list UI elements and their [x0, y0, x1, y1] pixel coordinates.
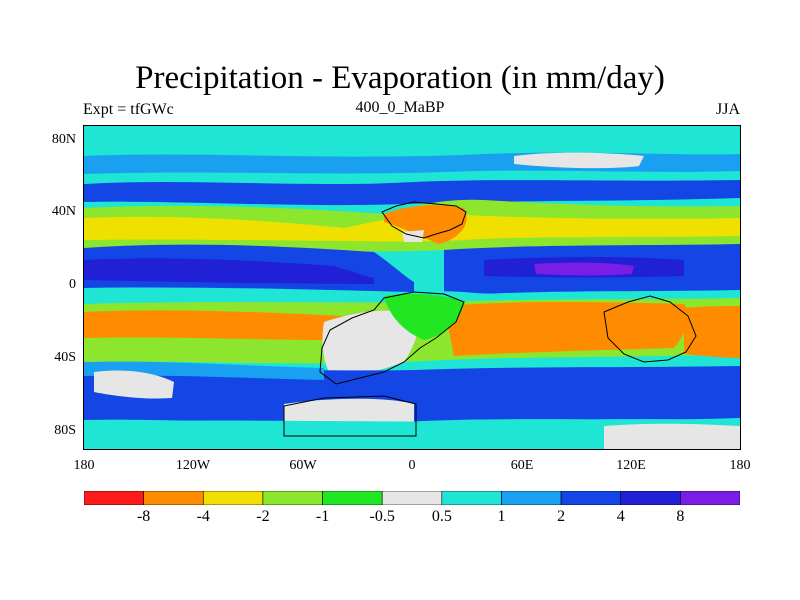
colorbar-label: 8 [676, 508, 685, 525]
lon-tick-label: 60W [289, 458, 317, 473]
lon-tick-label: 0 [408, 458, 416, 473]
colorbar-label: -8 [136, 508, 151, 525]
colorbar-swatch [143, 490, 204, 506]
map-title: Precipitation - Evaporation (in mm/day) [135, 60, 665, 96]
lat-tick-label: 80S [54, 423, 76, 438]
coastline-south [319, 291, 465, 385]
colorbar-swatch [262, 490, 323, 506]
colorbar-swatch [202, 490, 264, 506]
colorbar-label: -4 [196, 508, 210, 525]
colorbar-swatches [83, 490, 741, 506]
lon-tick-label: 120W [175, 458, 211, 473]
colorbar-label: 0.5 [431, 508, 452, 525]
lon-tick-label: 180 [73, 458, 95, 473]
field-south-stormtrack [84, 366, 740, 424]
age-label: 400_0_MaBP [355, 99, 445, 116]
colorbar-swatch [83, 490, 144, 506]
precip-evap-field [84, 126, 740, 449]
colorbar-label: -1 [315, 508, 330, 525]
colorbar-label: -2 [256, 508, 270, 525]
field-land-north [384, 205, 467, 244]
colorbar-label: 4 [616, 508, 625, 525]
field-land-south-green [384, 294, 464, 340]
coastline-antarctic [283, 395, 417, 437]
field-antarctic-band [84, 419, 740, 449]
field-arctic-dry [514, 152, 644, 169]
field-south-subtropics-edge [684, 306, 740, 358]
field-land-south-dry [322, 310, 419, 382]
field-itcz-peak [534, 262, 634, 276]
lat-tick-label: 0 [69, 277, 76, 292]
field-south-subtropics-west [84, 310, 349, 340]
colorbar-swatch [322, 490, 383, 506]
colorbar-swatch [620, 490, 681, 506]
field-west-dry-patch [94, 370, 174, 399]
field-north-stormtrack [84, 180, 740, 206]
lon-tick-label: 180 [729, 458, 751, 473]
lat-tick-label: 80N [51, 132, 76, 147]
lon-tick-label: 120E [616, 458, 646, 473]
field-itcz-core [84, 258, 374, 284]
colorbar-swatch [501, 490, 562, 506]
map-plot-area [83, 125, 741, 450]
colorbar [83, 490, 741, 506]
experiment-label: Expt = tfGWc [83, 101, 174, 118]
colorbar-swatch [560, 490, 622, 506]
colorbar-swatch [381, 490, 443, 506]
coastline-north [381, 201, 467, 239]
lat-tick-label: 40N [51, 204, 76, 219]
coastline-east [603, 295, 697, 363]
colorbar-label: 1 [497, 508, 506, 525]
colorbar-swatch [441, 490, 502, 506]
lat-tick-label: 40S [54, 350, 76, 365]
field-south-subtropics-east [444, 302, 689, 356]
field-antarctic-east-dry [604, 423, 740, 449]
lon-tick-label: 60E [510, 458, 534, 473]
season-label: JJA [715, 101, 740, 118]
colorbar-label: -0.5 [369, 508, 395, 525]
colorbar-swatch [680, 490, 741, 506]
colorbar-label: 2 [557, 508, 566, 525]
